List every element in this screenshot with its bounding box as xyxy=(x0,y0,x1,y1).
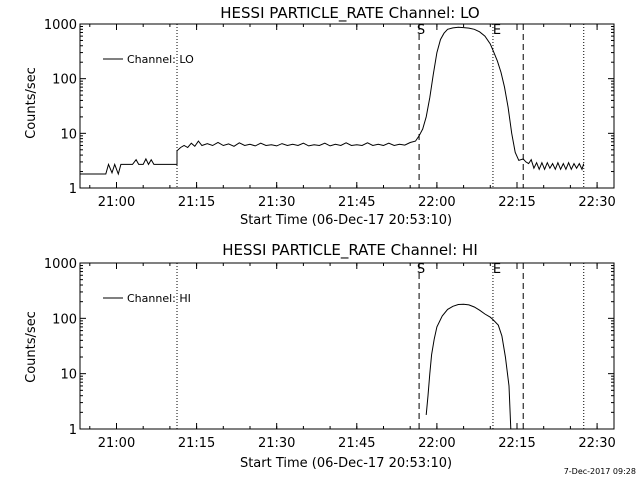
x-tick-label: 21:45 xyxy=(338,436,375,451)
x-tick-label: 21:00 xyxy=(98,436,135,451)
x-axis-label: Start Time (06-Dec-17 20:53:10) xyxy=(240,213,452,228)
x-tick-label: 21:00 xyxy=(98,195,135,210)
plot-frame xyxy=(79,262,615,430)
y-tick-label: 1000 xyxy=(44,18,77,33)
series-line xyxy=(425,303,512,430)
legend-label: Channel: HI xyxy=(127,292,191,305)
marker-label-s: S xyxy=(417,262,425,277)
x-tick-label: 22:15 xyxy=(498,195,535,210)
marker-label-e: E xyxy=(493,262,501,277)
y-tick-label: 10 xyxy=(60,368,77,383)
x-tick-label: 22:00 xyxy=(418,195,455,210)
x-tick-label: 22:30 xyxy=(578,195,615,210)
panel-hi: HESSI PARTICLE_RATE Channel: HI Counts/s… xyxy=(24,241,616,471)
x-axis-label: Start Time (06-Dec-17 20:53:10) xyxy=(240,456,452,471)
x-tick-label: 22:30 xyxy=(578,436,615,451)
legend: Channel: LO xyxy=(103,53,194,66)
legend: Channel: HI xyxy=(103,292,191,305)
y-axis-label: Counts/sec xyxy=(24,67,39,139)
y-axis-label: Counts/sec xyxy=(24,311,39,383)
chart-title: HESSI PARTICLE_RATE Channel: LO xyxy=(220,4,479,23)
y-tick-label: 1000 xyxy=(44,257,77,272)
plot-frame xyxy=(79,23,615,189)
legend-label: Channel: LO xyxy=(127,53,194,66)
panel-lo: HESSI PARTICLE_RATE Channel: LO Counts/s… xyxy=(24,4,616,228)
y-tick-label: 1 xyxy=(69,423,77,438)
y-tick-label: 100 xyxy=(52,73,77,88)
plot-timestamp: 7-Dec-2017 09:28 xyxy=(564,467,636,476)
y-tick-label: 100 xyxy=(52,312,77,327)
x-tick-label: 22:15 xyxy=(498,436,535,451)
x-tick-label: 21:45 xyxy=(338,195,375,210)
series-line xyxy=(80,26,585,176)
x-tick-label: 21:15 xyxy=(178,436,215,451)
y-tick-label: 1 xyxy=(69,182,77,197)
chart-title: HESSI PARTICLE_RATE Channel: HI xyxy=(222,241,478,260)
x-tick-label: 21:30 xyxy=(258,195,295,210)
x-tick-label: 21:15 xyxy=(178,195,215,210)
y-tick-label: 10 xyxy=(60,127,77,142)
marker-label-s: S xyxy=(417,23,425,38)
x-tick-label: 22:00 xyxy=(418,436,455,451)
x-tick-label: 21:30 xyxy=(258,436,295,451)
marker-label-e: E xyxy=(493,23,501,38)
